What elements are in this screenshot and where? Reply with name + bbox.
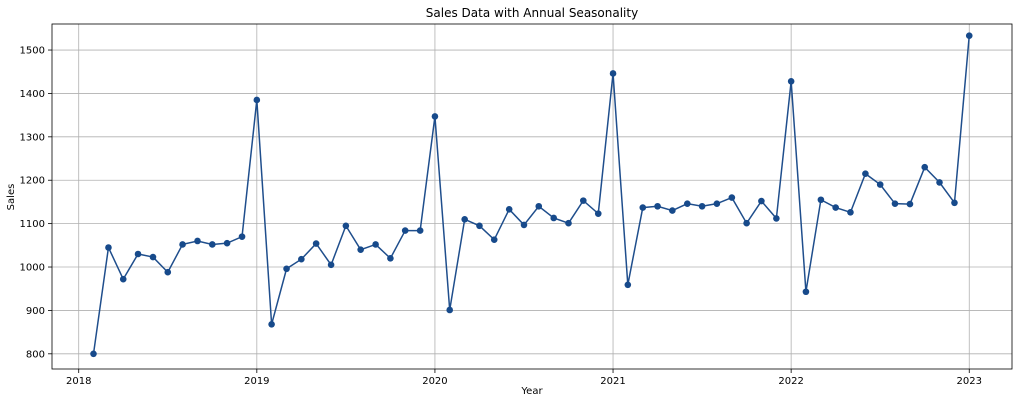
data-point xyxy=(639,204,647,211)
data-markers xyxy=(90,32,973,358)
data-point xyxy=(461,215,468,223)
data-point xyxy=(401,227,409,234)
y-tick-label: 1200 xyxy=(20,176,45,187)
x-axis-label: Year xyxy=(520,386,543,397)
data-point xyxy=(713,200,721,207)
data-point xyxy=(179,241,186,248)
data-point xyxy=(906,200,914,208)
data-point xyxy=(698,202,706,210)
data-point xyxy=(194,237,201,245)
data-point xyxy=(609,70,617,77)
data-point xyxy=(654,202,661,210)
data-point xyxy=(134,250,142,258)
data-point xyxy=(431,113,439,120)
data-point xyxy=(965,32,973,40)
data-point xyxy=(936,179,943,186)
data-point xyxy=(951,199,958,207)
data-point xyxy=(832,204,839,211)
chart-title: Sales Data with Annual Seasonality xyxy=(426,6,638,20)
plot-frame xyxy=(51,23,1013,370)
y-tick-label: 900 xyxy=(26,306,45,317)
data-point xyxy=(921,163,929,171)
data-point xyxy=(505,206,513,213)
data-point xyxy=(773,215,780,222)
x-tick-label: 2020 xyxy=(422,376,447,387)
x-tick-label: 2021 xyxy=(600,376,625,387)
data-point xyxy=(312,240,320,247)
axis-ticks: 2018 2019 2020 2021 2022 2023 800 900 1000 1100 12… xyxy=(20,46,982,387)
data-point xyxy=(253,96,261,104)
data-point xyxy=(520,221,528,229)
data-point xyxy=(728,194,736,201)
data-point xyxy=(208,241,216,248)
data-point xyxy=(594,210,602,217)
data-point xyxy=(298,255,305,263)
data-point xyxy=(446,306,454,314)
data-point xyxy=(684,200,691,207)
x-tick-label: 2019 xyxy=(244,376,269,387)
data-point xyxy=(550,214,558,222)
data-point xyxy=(758,197,765,205)
data-point xyxy=(327,261,335,269)
data-point xyxy=(149,253,157,261)
data-point xyxy=(876,181,884,188)
data-point xyxy=(787,77,795,85)
data-point xyxy=(223,239,231,247)
data-point xyxy=(342,222,350,230)
data-point xyxy=(862,170,869,178)
y-tick-label: 1500 xyxy=(20,46,45,57)
data-point xyxy=(372,241,379,248)
data-point xyxy=(416,227,424,234)
data-point xyxy=(579,197,587,204)
series-layer xyxy=(90,32,973,358)
data-point xyxy=(624,281,632,289)
data-point xyxy=(119,275,127,283)
y-tick-label: 1000 xyxy=(20,263,45,274)
x-tick-label: 2023 xyxy=(957,376,982,387)
data-point xyxy=(387,255,394,262)
data-point xyxy=(535,202,543,210)
data-point xyxy=(847,209,854,216)
data-point xyxy=(164,268,172,276)
grid-lines xyxy=(52,24,1012,369)
data-point xyxy=(802,288,810,296)
y-tick-label: 1100 xyxy=(20,219,45,230)
data-point xyxy=(743,219,750,227)
data-point xyxy=(565,219,572,227)
data-point xyxy=(268,321,275,328)
data-point xyxy=(490,236,498,243)
y-tick-label: 800 xyxy=(26,349,45,360)
data-point xyxy=(105,244,112,251)
data-point xyxy=(283,265,290,273)
data-point xyxy=(817,196,825,204)
data-point xyxy=(90,350,97,358)
data-point xyxy=(891,200,899,207)
data-point xyxy=(669,207,676,214)
y-tick-label: 1400 xyxy=(20,89,45,100)
y-tick-label: 1300 xyxy=(20,132,45,143)
data-point xyxy=(238,233,246,240)
y-axis-label: Sales xyxy=(6,184,17,211)
data-point xyxy=(476,222,483,230)
x-tick-label: 2018 xyxy=(66,376,91,387)
data-point xyxy=(357,246,364,253)
x-tick-label: 2022 xyxy=(778,376,803,387)
